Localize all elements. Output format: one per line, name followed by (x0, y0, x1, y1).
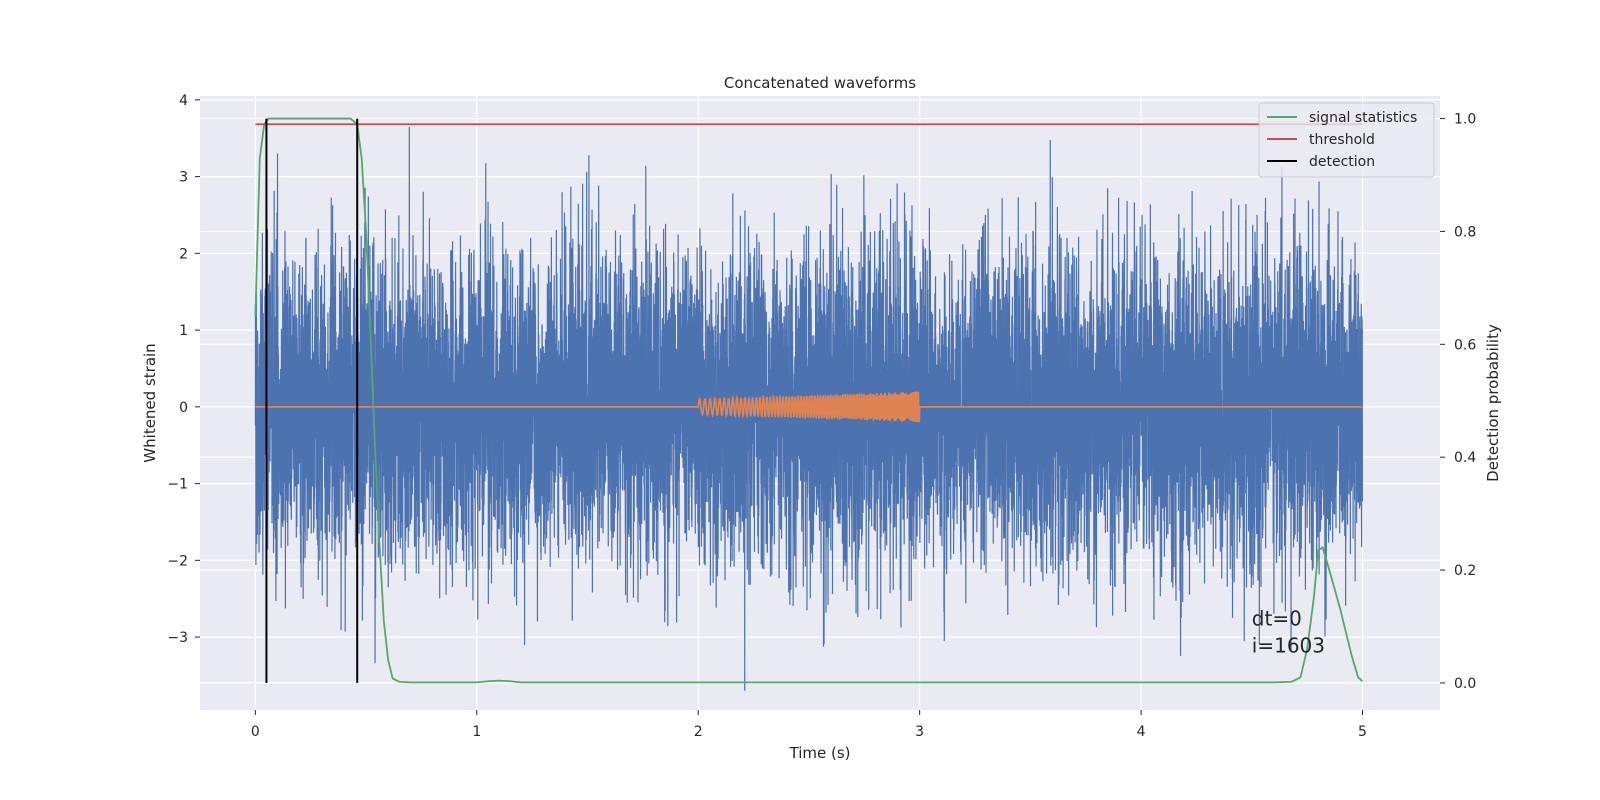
y-tick-label: −3 (167, 630, 188, 646)
y-tick-label: 2 (179, 246, 188, 262)
y2-axis-label: Detection probability (1484, 324, 1502, 482)
injected-signal-line (255, 391, 1363, 423)
y2-tick-label: 1.0 (1454, 112, 1476, 128)
legend-label: detection (1309, 154, 1375, 170)
x-tick-label: 4 (1137, 724, 1146, 740)
legend-label: signal statistics (1309, 110, 1417, 126)
plot-series (254, 117, 1364, 691)
y-tick-label: −1 (167, 477, 188, 493)
y-tick-label: 1 (179, 323, 188, 339)
chart-title: Concatenated waveforms (724, 74, 916, 92)
y2-tick-label: 0.2 (1454, 563, 1476, 579)
legend-label: threshold (1309, 132, 1375, 148)
legend: signal statistics threshold detection (1258, 102, 1435, 178)
x-tick-label: 0 (251, 724, 260, 740)
y-tick-label: 0 (179, 400, 188, 416)
annotation-text: i=1603 (1252, 633, 1325, 657)
strain-series-line (254, 127, 1363, 691)
y2-tick-label: 0.6 (1454, 337, 1476, 353)
y-tick-label: 4 (179, 93, 188, 109)
y-axis-label: Whitened strain (141, 343, 159, 462)
x-tick-label: 1 (472, 724, 481, 740)
axis-ticks: 0 1 2 3 4 5 −3 −2 −1 0 1 2 3 4 0.0 0.2 0.4 0.6 0.8 1.0 (167, 93, 1476, 740)
y-tick-label: −2 (167, 553, 188, 569)
annotation-text: dt=0 (1252, 607, 1302, 631)
x-tick-label: 3 (915, 724, 924, 740)
y2-tick-label: 0.8 (1454, 224, 1476, 240)
y2-tick-label: 0.4 (1454, 450, 1476, 466)
x-axis-label: Time (s) (789, 744, 851, 762)
x-tick-label: 5 (1358, 724, 1367, 740)
legend-box (1258, 102, 1435, 178)
signal-statistics-line (254, 117, 1364, 684)
y-tick-label: 3 (179, 170, 188, 186)
x-tick-label: 2 (694, 724, 703, 740)
annotations: dt=0i=1603 (1252, 607, 1325, 658)
y2-tick-label: 0.0 (1454, 676, 1476, 692)
